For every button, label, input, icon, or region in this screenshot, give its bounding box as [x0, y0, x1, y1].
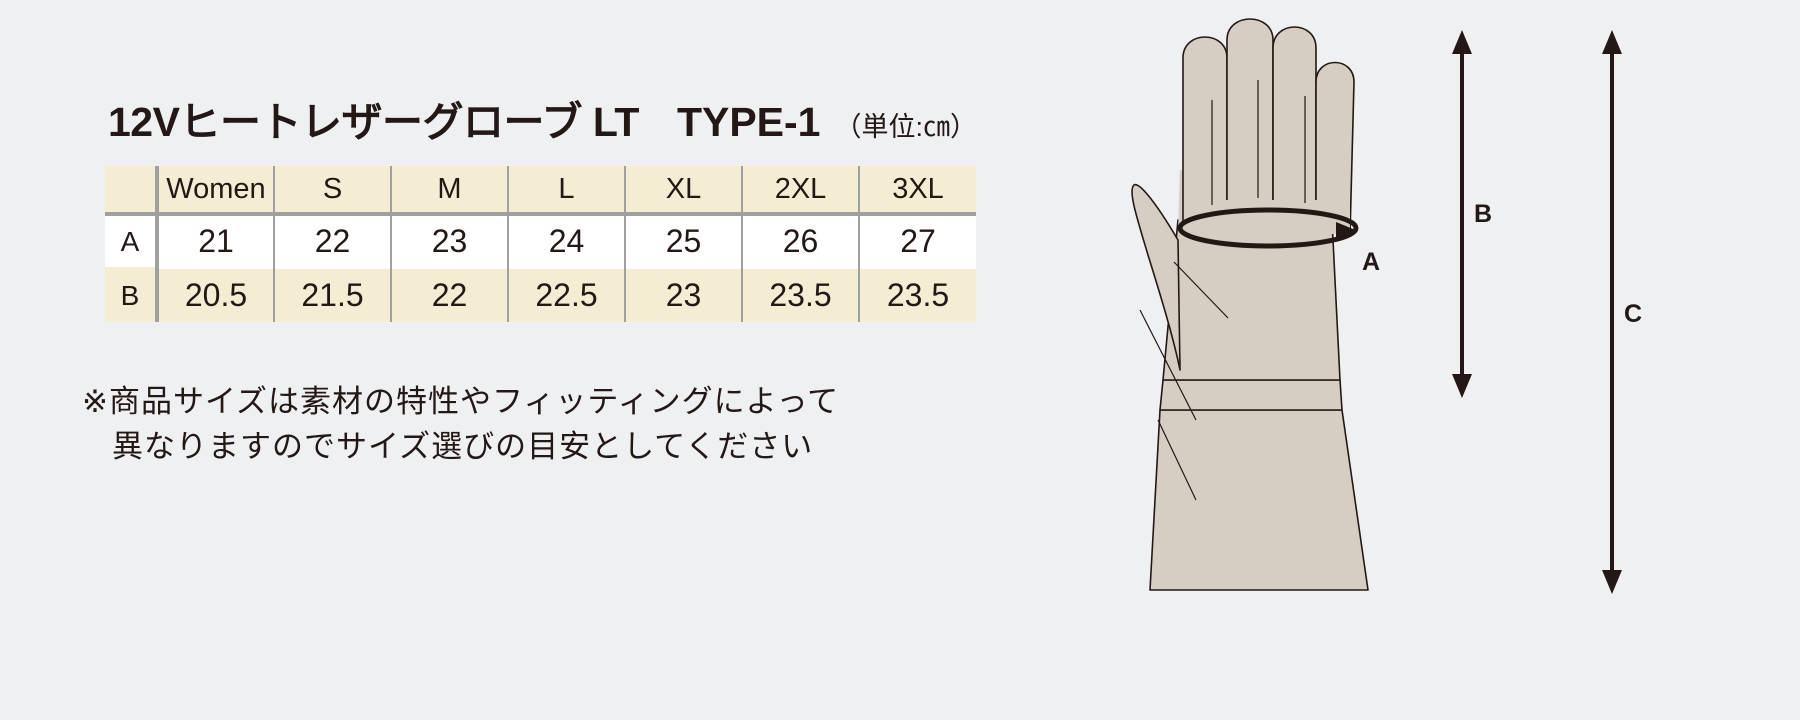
column-header-m: M [391, 166, 509, 214]
column-header-2xl: 2XL [742, 166, 860, 214]
row-label-a: A [105, 212, 159, 268]
cell-a-l: 24 [508, 212, 626, 268]
column-header-s: S [274, 166, 392, 214]
dimension-c-arrow [1602, 30, 1622, 594]
cell-a-3xl: 27 [859, 212, 976, 268]
dimension-label-b: B [1474, 200, 1493, 228]
page-title: 12Vヒートレザーグローブ LT TYPE-1 （単位:㎝） [108, 88, 977, 148]
column-header-3xl: 3XL [859, 166, 976, 214]
column-header-l: L [508, 166, 626, 214]
cell-b-xl: 23 [625, 267, 743, 322]
glove-diagram-svg [1131, 18, 1622, 594]
dimension-a-ellipse [1177, 207, 1359, 249]
row-label-b: B [105, 267, 159, 322]
cell-b-3xl: 23.5 [859, 267, 976, 322]
size-table: Women S M L XL 2XL 3XL A 21 22 23 24 25 [105, 166, 976, 322]
cell-b-m: 22 [391, 267, 509, 322]
product-name-title: 12Vヒートレザーグローブ LT [108, 99, 639, 145]
cell-a-s: 22 [274, 212, 392, 268]
cell-a-xl: 25 [625, 212, 743, 268]
size-note: ※商品サイズは素材の特性やフィッティングによって 異なりますのでサイズ選びの目安… [82, 380, 839, 470]
table-corner-cell [105, 166, 159, 214]
column-header-women: Women [157, 166, 275, 214]
cell-b-women: 20.5 [157, 267, 275, 322]
unit-note: （単位:㎝） [834, 112, 977, 142]
cell-a-m: 23 [391, 212, 509, 268]
cell-a-2xl: 26 [742, 212, 860, 268]
dimension-label-a: A [1362, 248, 1381, 276]
cell-b-s: 21.5 [274, 267, 392, 322]
dimension-b-arrow [1452, 30, 1472, 398]
column-header-xl: XL [625, 166, 743, 214]
note-line-1: ※商品サイズは素材の特性やフィッティングによって [82, 384, 840, 420]
product-type-title: TYPE-1 [676, 99, 821, 145]
table-row: B 20.5 21.5 22 22.5 23 23.5 23.5 [105, 267, 976, 322]
dimension-label-c: C [1624, 300, 1643, 328]
glove-shape [1131, 18, 1369, 591]
glove-illustration: A B C [1100, 0, 1800, 720]
note-line-2: 異なりますのでサイズ選びの目安としてください [112, 428, 814, 465]
cell-a-women: 21 [157, 212, 275, 268]
table-header-row: Women S M L XL 2XL 3XL [105, 166, 976, 214]
table-row: A 21 22 23 24 25 26 27 [105, 212, 976, 268]
cell-b-2xl: 23.5 [742, 267, 860, 322]
left-content-panel: 12Vヒートレザーグローブ LT TYPE-1 （単位:㎝） Women S [82, 88, 977, 470]
cell-b-l: 22.5 [508, 267, 626, 322]
